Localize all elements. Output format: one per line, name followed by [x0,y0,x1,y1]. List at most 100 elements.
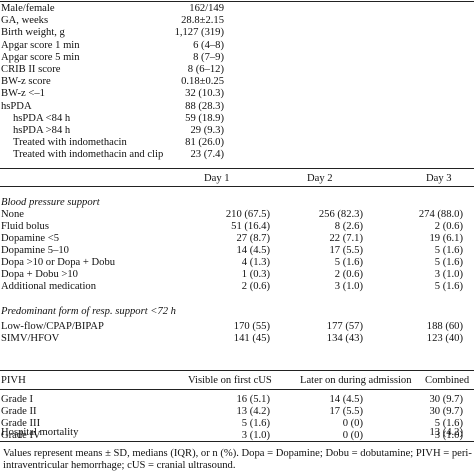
demographic-value: 8 (6–12) [187,64,224,75]
resp-section-row: Predominant form of resp. support <72 h [0,306,474,318]
footnote: Values represent means ± SD, medians (IQ… [3,448,472,471]
resp-day-1: 141 (45) [233,333,270,344]
bp-section-title: Blood pressure support [1,197,100,208]
demographic-row: Apgar score 5 min 8 (7–9) [0,52,474,64]
demographic-label: Treated with indomethacin and clip [13,149,164,161]
bp-day-1: 4 (1.3) [241,256,270,268]
mortality-value: 13 (4.2) [429,427,463,438]
resp-day-2: 134 (43) [326,333,363,344]
bp-day-2: 5 (1.6) [334,256,363,268]
pivh-later: 14 (4.5) [329,394,363,405]
pivh-header-row: PIVH Visible on first cUS Later on durin… [0,375,474,387]
bp-label: Dopamine <5 [1,232,60,244]
bp-row: None 210 (67.5) 256 (82.3) 274 (88.0) [0,209,474,221]
demographic-label: Male/female [1,3,55,14]
demographic-value: 81 (26.0) [185,137,224,149]
demographic-value: 59 (18.9) [185,112,224,124]
demographic-value: 29 (9.3) [190,125,224,136]
pivh-combined: 3 (1.0) [434,430,463,441]
bp-row: Dopamine 5–10 14 (4.5) 17 (5.5) 5 (1.6) [0,245,474,257]
bp-day-1: 1 (0.3) [241,269,270,280]
mortality-label: Hospital mortality [1,427,79,438]
pivh-col-combined: Combined [425,375,470,386]
bp-row: Fluid bolus 51 (16.4) 8 (2.6) 2 (0.6) [0,221,474,233]
pivh-row: Grade I 16 (5.1) 14 (4.5) 30 (9.7) [0,394,474,406]
bp-day-1: 27 (8.7) [236,232,270,244]
demographic-label: hsPDA <84 h [13,112,71,124]
demographic-value: 88 (28.3) [185,100,224,112]
demographic-value: 23 (7.4) [190,149,224,161]
bp-day-3: 3 (1.0) [434,269,463,280]
pivh-label: Grade IV [1,430,41,441]
day-1-header: Day 1 [204,173,230,184]
bp-label: Dopa >10 or Dopa + Dobu [1,256,116,268]
mortality-row: Hospital mortality 13 (4.2) [0,427,474,439]
demographic-row: BW-z <–1 32 (10.3) [0,88,474,100]
pivh-first-cus: 5 (1.6) [241,418,270,429]
pivh-combined: 5 (1.6) [434,418,463,429]
resp-row: SIMV/HFOV 141 (45) 134 (43) 123 (40) [0,333,474,345]
bp-day-2: 8 (2.6) [334,220,363,232]
pivh-later: 0 (0) [342,430,363,441]
bp-day-3: 5 (1.6) [434,244,463,256]
bp-day-3: 2 (0.6) [434,220,463,232]
pivh-col-first-cus: Visible on first cUS [188,375,272,386]
pivh-row: Grade II 13 (4.2) 17 (5.5) 30 (9.7) [0,406,474,418]
bp-day-1: 14 (4.5) [236,244,270,256]
rule-days [0,168,474,169]
bp-day-2: 3 (1.0) [334,281,363,293]
day-3-header: Day 3 [426,173,452,184]
demographic-row: Male/female 162/149 [0,3,474,15]
pivh-header-label: PIVH [1,375,26,386]
demographic-label: hsPDA >84 h [13,125,71,136]
demographic-label: GA, weeks [1,15,49,27]
bp-day-2: 2 (0.6) [334,269,363,280]
demographic-label: Apgar score 1 min [1,39,80,51]
bp-row: Dopa >10 or Dopa + Dobu 4 (1.3) 5 (1.6) 5 (… [0,257,474,269]
bp-label: None [1,208,24,220]
pivh-row: Grade IV 3 (1.0) 0 (0) 3 (1.0) [0,430,474,442]
bp-label: Fluid bolus [1,220,49,232]
bp-day-1: 2 (0.6) [241,281,270,293]
pivh-first-cus: 13 (4.2) [236,406,270,417]
rule-pivh [0,370,474,371]
bp-label: Dopamine 5–10 [1,244,69,256]
pivh-combined: 30 (9.7) [429,406,463,417]
demographic-row: CRIB II score 8 (6–12) [0,64,474,76]
pivh-label: Grade III [1,418,41,429]
bp-day-1: 51 (16.4) [231,220,270,232]
resp-day-1: 170 (55) [233,321,270,332]
demographic-label: BW-z score [1,76,51,88]
pivh-label: Grade I [1,394,34,405]
demographic-value: 6 (4–8) [193,39,224,51]
demographic-row: BW-z score 0.18±0.25 [0,76,474,88]
demographic-value: 32 (10.3) [185,88,224,100]
bp-day-2: 256 (82.3) [318,208,363,220]
pivh-row: Grade III 5 (1.6) 0 (0) 5 (1.6) [0,418,474,430]
day-2-header: Day 2 [307,173,333,184]
demographic-label: hsPDA [1,100,32,112]
pivh-col-later: Later on during admission [300,375,412,386]
rule-bottom [0,441,474,442]
demographic-value: 8 (7–9) [193,51,224,63]
resp-label: Low-flow/CPAP/BIPAP [1,321,104,332]
bp-day-3: 5 (1.6) [434,256,463,268]
days-header-row: Day 1 Day 2 Day 3 [0,173,474,185]
bp-row: Dopamine <5 27 (8.7) 22 (7.1) 19 (6.1) [0,233,474,245]
bp-row: Dopa + Dobu >10 1 (0.3) 2 (0.6) 3 (1.0) [0,269,474,281]
demographic-value: 28.8±2.15 [181,15,224,27]
bp-label: Dopa + Dobu >10 [1,269,78,280]
demographic-row: hsPDA <84 h 59 (18.9) [0,113,474,125]
demographic-row: Treated with indomethacin 81 (26.0) [0,137,474,149]
resp-label: SIMV/HFOV [1,333,60,344]
bp-label: Additional medication [1,281,97,293]
bp-row: Additional medication 2 (0.6) 3 (1.0) 5 (1.… [0,281,474,293]
pivh-later: 0 (0) [342,418,363,429]
pivh-first-cus: 3 (1.0) [241,430,270,441]
demographic-value: 1,127 (319) [174,27,224,39]
top-rule [0,1,474,2]
demographic-label: Apgar score 5 min [1,51,80,63]
demographic-row: Apgar score 1 min 6 (4–8) [0,40,474,52]
bp-day-1: 210 (67.5) [225,208,270,220]
bp-day-3: 274 (88.0) [418,208,463,220]
